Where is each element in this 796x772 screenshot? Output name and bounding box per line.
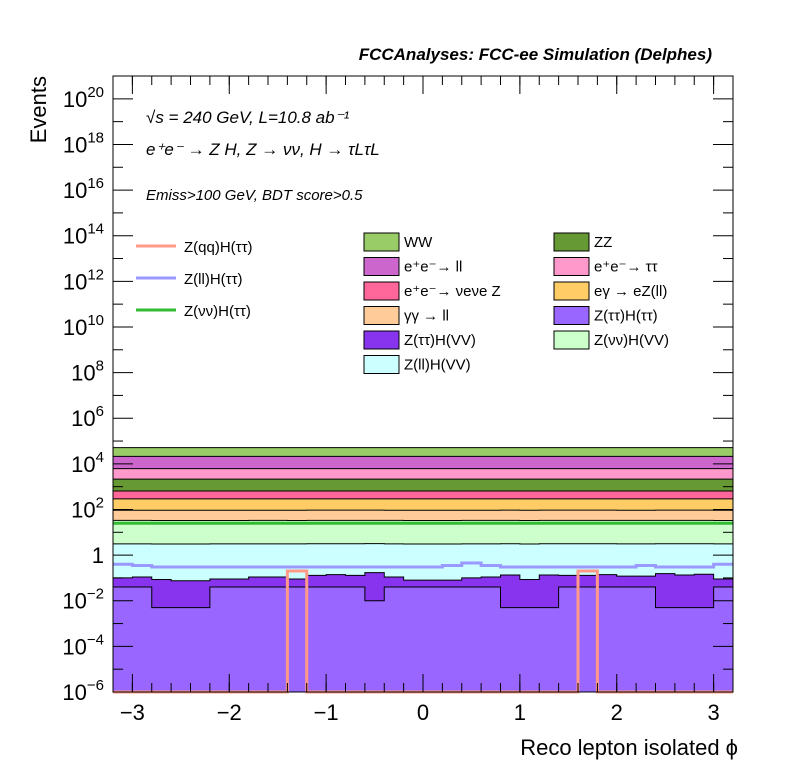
y-tick-label: 10−2 [62, 586, 104, 614]
x-tick-label: −3 [120, 700, 145, 725]
legend-label: Z(ττ)H(ττ) [594, 308, 658, 325]
legend-box-e-ez-ll [553, 281, 590, 301]
legend-label: WW [404, 234, 433, 251]
y-tick-label: 106 [71, 403, 104, 431]
y-axis-label: Events [26, 76, 51, 143]
legend-label: Z(ll)H(ττ) [184, 271, 243, 288]
y-tick-label: 1012 [63, 266, 104, 294]
plot-area [112, 447, 734, 694]
legend-label: Z(ττ)H(VV) [404, 332, 476, 349]
legend-box-ll [363, 306, 400, 325]
x-tick-label: 2 [611, 700, 623, 725]
legend-box-z-h-vv [553, 330, 590, 350]
legend-box-z-h [553, 306, 590, 325]
y-tick-label: 1014 [63, 221, 104, 249]
annotation-energy: √s = 240 GeV, L=10.8 ab⁻¹ [146, 108, 350, 127]
legend-label: e⁺e⁻→ ττ [594, 259, 658, 276]
legend-label: e⁺e⁻→ νeνe Z [404, 283, 501, 300]
chart-title: FCCAnalyses: FCC-ee Simulation (Delphes) [359, 45, 713, 64]
legend-box-e-e [553, 257, 590, 276]
y-tick-label: 1020 [63, 84, 104, 112]
x-axis-label: Reco lepton isolated ϕ [520, 735, 738, 760]
line-z-ll-h [113, 561, 733, 569]
annotations: √s = 240 GeV, L=10.8 ab⁻¹ e⁺e⁻ → Z H, Z →… [146, 108, 380, 204]
y-tick-label: 102 [71, 494, 104, 522]
y-tick-label: 108 [71, 358, 104, 386]
legend-label: ZZ [594, 234, 612, 251]
y-tick-label: 104 [71, 449, 104, 477]
y-tick-label: 1 [92, 543, 104, 568]
legend-label: Z(νν)H(VV) [594, 332, 669, 349]
legend-box-z-h-vv [363, 330, 400, 350]
legend-label: Z(νν)H(ττ) [184, 303, 251, 320]
x-tick-label: 1 [514, 700, 526, 725]
y-tick-label: 1018 [63, 129, 104, 157]
legend-label: e⁺e⁻→ ll [404, 259, 462, 276]
legend: Z(qq)H(ττ) Z(ll)H(ττ) Z(νν)H(ττ) WW ZZ e⁺e⁻→ … [136, 232, 669, 374]
y-tick-label: 1010 [63, 312, 104, 340]
legend-box-ww [363, 232, 400, 252]
legend-box-z-ll-h-vv [363, 355, 400, 374]
annotation-cuts: Emiss>100 GeV, BDT score>0.5 [146, 187, 363, 204]
legend-label: Z(qq)H(ττ) [184, 239, 253, 256]
legend-label: γγ → ll [404, 308, 449, 325]
annotation-process: e⁺e⁻ → Z H, Z → νν, H → τLτL [146, 140, 380, 159]
legend-box-zz [553, 232, 590, 252]
x-tick-label: 3 [708, 700, 720, 725]
legend-box-e-e-e-e-z [363, 281, 400, 301]
y-tick-label: 10−4 [62, 631, 104, 659]
axes: −3 −2 −1 0 1 2 3 10−6 10−4 10−2 1 102 104 106 108 1010 1… [62, 75, 734, 725]
legend-box-e-e-ll [363, 257, 400, 276]
legend-label: eγ → eZ(ll) [594, 283, 667, 300]
x-tick-label: −1 [314, 700, 339, 725]
x-tick-label: −2 [217, 700, 242, 725]
x-tick-label: 0 [417, 700, 429, 725]
legend-label: Z(ll)H(VV) [404, 357, 471, 374]
y-tick-label: 10−6 [62, 677, 104, 705]
y-tick-label: 1016 [63, 175, 104, 203]
